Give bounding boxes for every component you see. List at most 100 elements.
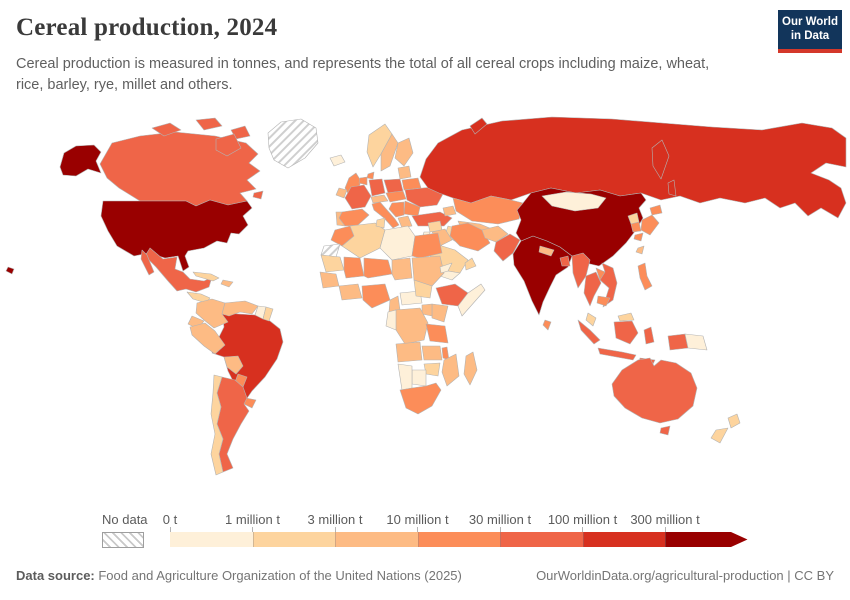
region-russia-kamchatka[interactable] <box>651 139 670 180</box>
region-china[interactable] <box>515 187 647 267</box>
region-zimbabwe[interactable] <box>423 362 441 377</box>
region-bolivia[interactable] <box>223 355 244 375</box>
region-congo-gabon[interactable] <box>385 309 397 331</box>
region-philippines[interactable] <box>637 262 653 291</box>
region-balkans[interactable] <box>388 201 405 218</box>
region-bangladesh[interactable] <box>559 255 571 267</box>
region-usa[interactable] <box>100 199 253 272</box>
region-cambodia[interactable] <box>596 295 611 307</box>
region-south-africa[interactable] <box>399 382 442 415</box>
region-australia[interactable] <box>611 357 698 424</box>
legend-no-data-swatch[interactable] <box>102 532 144 548</box>
region-portugal[interactable] <box>335 211 346 227</box>
region-west-africa[interactable] <box>319 271 340 289</box>
region-niger[interactable] <box>363 257 393 279</box>
region-denmark[interactable] <box>366 171 375 180</box>
region-uganda[interactable] <box>421 303 433 317</box>
region-mozambique[interactable] <box>441 353 460 387</box>
region-france[interactable] <box>344 184 372 210</box>
region-madagascar[interactable] <box>463 351 478 386</box>
region-indonesia[interactable] <box>613 320 639 345</box>
region-mauritania[interactable] <box>320 254 345 273</box>
region-canada[interactable] <box>252 190 264 200</box>
region-suriname[interactable] <box>262 306 274 322</box>
legend-bucket-3[interactable] <box>417 532 500 547</box>
region-caucasus[interactable] <box>442 205 457 217</box>
region-sudan[interactable] <box>411 255 445 287</box>
region-somalia[interactable] <box>457 283 486 317</box>
region-hispaniola[interactable] <box>220 279 234 288</box>
region-venezuela[interactable] <box>221 300 259 317</box>
region-cuba[interactable] <box>192 271 220 282</box>
region-alpine[interactable] <box>370 194 389 204</box>
region-kenya[interactable] <box>431 303 449 323</box>
region-central-europe[interactable] <box>385 190 407 203</box>
region-greenland[interactable] <box>267 118 319 169</box>
region-mali[interactable] <box>343 256 365 279</box>
region-sweden[interactable] <box>380 133 399 172</box>
region-papua-new-guinea[interactable] <box>684 333 708 351</box>
region-sri-lanka[interactable] <box>542 319 552 331</box>
region-chad[interactable] <box>391 257 413 281</box>
region-canada[interactable] <box>151 122 182 137</box>
region-nepal[interactable] <box>538 245 555 257</box>
legend-bucket-4[interactable] <box>500 532 583 547</box>
region-zambia[interactable] <box>421 345 443 361</box>
region-tunisia[interactable] <box>375 217 386 229</box>
region-greece[interactable] <box>397 215 413 229</box>
region-ireland[interactable] <box>335 187 348 199</box>
region-indonesia[interactable] <box>577 319 601 345</box>
region-colombia[interactable] <box>195 298 229 329</box>
region-new-zealand[interactable] <box>727 413 741 429</box>
region-malaysia[interactable] <box>617 312 635 322</box>
region-libya[interactable] <box>379 225 416 261</box>
region-mexico[interactable] <box>140 249 155 276</box>
region-finland[interactable] <box>394 137 414 167</box>
region-iceland[interactable] <box>329 154 346 167</box>
region-russia-sakhalin[interactable] <box>667 179 677 197</box>
region-canada[interactable] <box>195 117 223 131</box>
region-turkey[interactable] <box>411 211 453 227</box>
region-thailand[interactable] <box>583 271 602 307</box>
region-egypt[interactable] <box>411 232 443 259</box>
credit-link[interactable]: OurWorldinData.org/agricultural-producti… <box>536 568 834 583</box>
region-usa-hawaii[interactable] <box>5 266 15 275</box>
legend-bucket-1[interactable] <box>252 532 335 547</box>
region-south-sudan[interactable] <box>413 279 433 299</box>
region-chile[interactable] <box>210 374 224 476</box>
region-angola[interactable] <box>395 341 423 363</box>
region-australia-tasmania[interactable] <box>659 425 671 436</box>
region-ghana[interactable] <box>338 283 363 301</box>
region-germany[interactable] <box>368 178 386 197</box>
region-afghanistan[interactable] <box>481 225 509 243</box>
region-iran[interactable] <box>449 222 491 252</box>
region-namibia[interactable] <box>397 363 413 391</box>
region-indonesia[interactable] <box>643 326 655 345</box>
region-botswana[interactable] <box>411 369 427 387</box>
region-spain[interactable] <box>338 208 370 227</box>
region-drc[interactable] <box>394 307 429 345</box>
legend-bucket-5[interactable] <box>582 532 665 547</box>
legend-bucket-0[interactable] <box>170 532 253 547</box>
region-indonesia[interactable] <box>667 333 689 351</box>
region-baltics[interactable] <box>397 165 412 180</box>
region-new-zealand[interactable] <box>710 427 729 444</box>
region-japan[interactable] <box>640 214 660 236</box>
region-argentina[interactable] <box>216 376 250 473</box>
region-eritrea[interactable] <box>439 262 453 274</box>
region-nigeria[interactable] <box>361 283 391 309</box>
region-canada[interactable] <box>215 133 242 157</box>
region-indonesia[interactable] <box>597 347 637 361</box>
region-south-korea[interactable] <box>630 221 642 233</box>
region-oman[interactable] <box>464 257 477 271</box>
region-vietnam[interactable] <box>599 262 618 308</box>
region-poland[interactable] <box>383 178 404 194</box>
region-mongolia[interactable] <box>541 191 607 212</box>
legend-bucket-6[interactable] <box>665 532 748 547</box>
region-pakistan[interactable] <box>493 233 521 262</box>
region-russia-novaya-zemlya[interactable] <box>469 117 488 135</box>
region-belarus[interactable] <box>401 177 422 191</box>
region-benelux[interactable] <box>358 176 368 186</box>
owid-logo[interactable]: Our World in Data <box>778 10 842 53</box>
region-usa-alaska[interactable] <box>59 144 102 177</box>
